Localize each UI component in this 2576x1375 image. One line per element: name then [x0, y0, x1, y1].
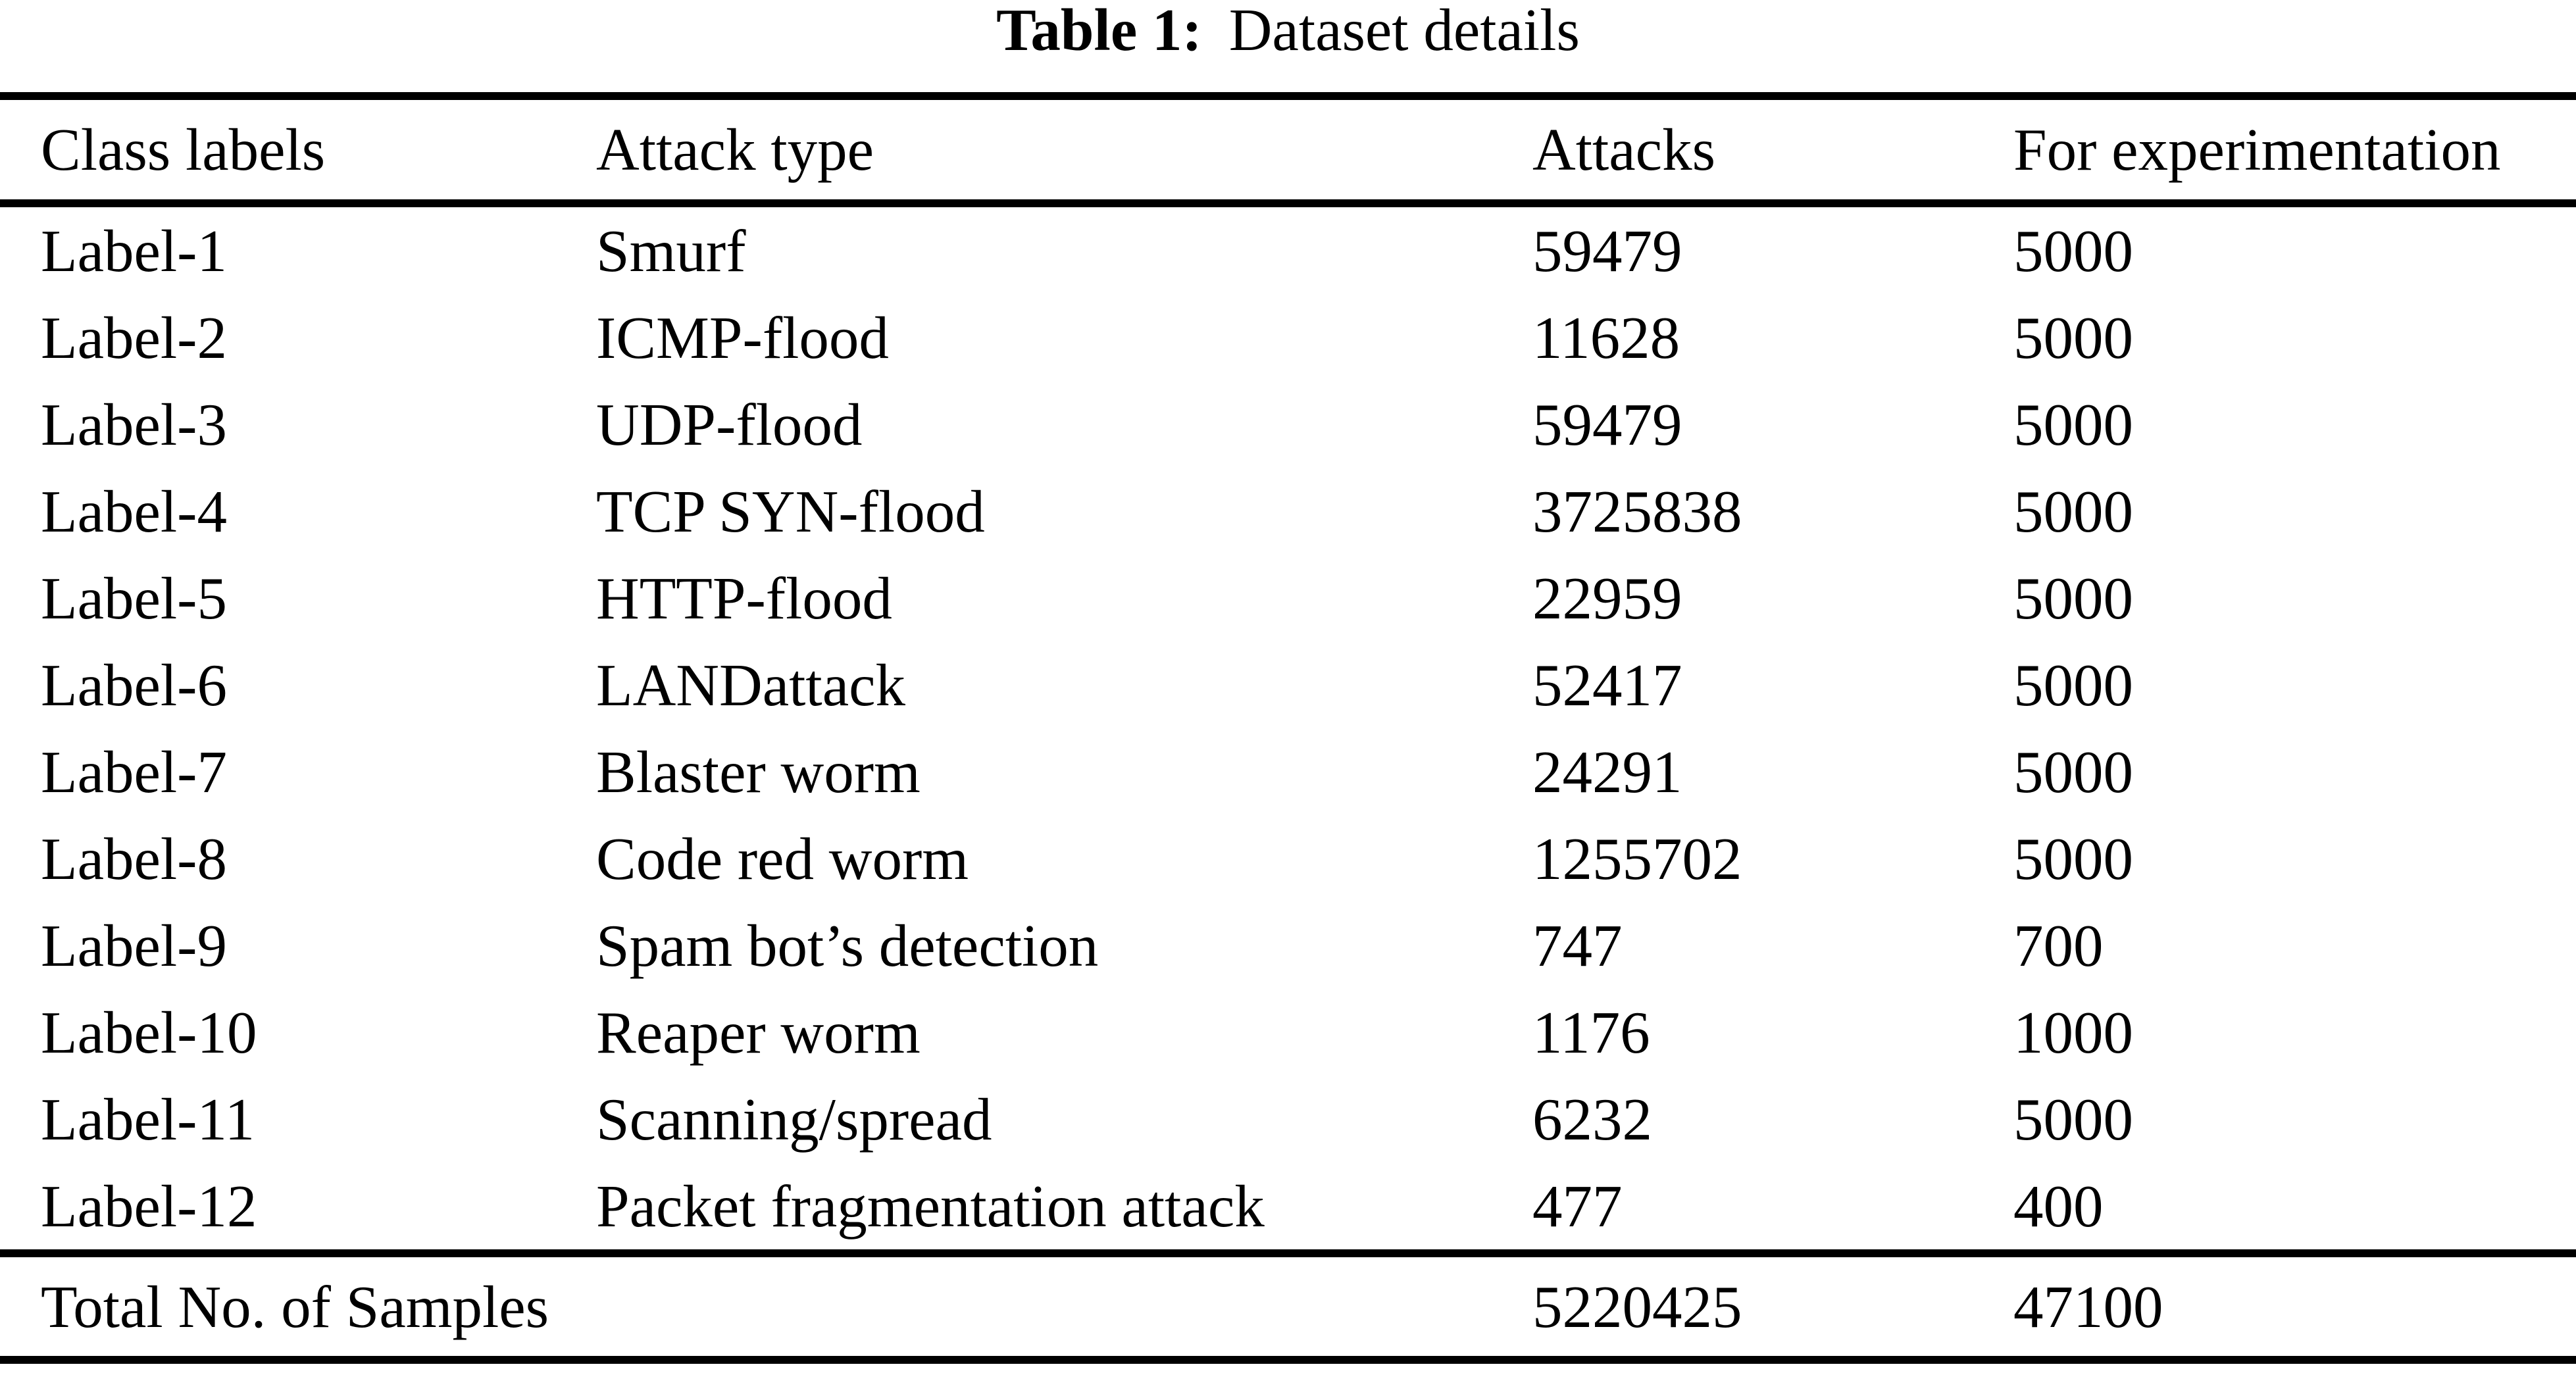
cell-for-experimentation: 5000 [2013, 217, 2133, 284]
table-top-rule [0, 92, 2576, 100]
column-header-attack-type: Attack type [596, 116, 874, 183]
cell-class-label: Label-8 [41, 825, 227, 892]
caption-label: Table 1: [996, 0, 1202, 63]
table-row: Label-12 Packet fragmentation attack 477… [0, 1162, 2576, 1249]
table-bottom-rule [0, 1356, 2576, 1364]
cell-attacks: 11628 [1532, 304, 1680, 371]
table-row: Label-10 Reaper worm 1176 1000 [0, 989, 2576, 1076]
column-header-attacks: Attacks [1532, 116, 1715, 183]
cell-attack-type: UDP-flood [596, 391, 863, 458]
cell-attack-type: TCP SYN-flood [596, 478, 985, 545]
table-row: Label-1 Smurf 59479 5000 [0, 207, 2576, 294]
cell-attacks: 22959 [1532, 564, 1682, 632]
cell-attack-type: Blaster worm [596, 738, 921, 805]
cell-attack-type: Scanning/spread [596, 1086, 992, 1153]
cell-class-label: Label-10 [41, 999, 257, 1066]
table-row: Label-6 LANDattack 52417 5000 [0, 641, 2576, 728]
cell-class-label: Label-3 [41, 391, 227, 458]
cell-attacks: 1176 [1532, 999, 1650, 1066]
table-row: Label-8 Code red worm 1255702 5000 [0, 815, 2576, 902]
table-row: Label-4 TCP SYN-flood 3725838 5000 [0, 468, 2576, 555]
total-label: Total No. of Samples [41, 1273, 549, 1340]
cell-for-experimentation: 5000 [2013, 651, 2133, 718]
table-row: Label-7 Blaster worm 24291 5000 [0, 728, 2576, 815]
cell-class-label: Label-9 [41, 912, 227, 979]
cell-attacks: 24291 [1532, 738, 1682, 805]
cell-attacks: 747 [1532, 912, 1623, 979]
cell-class-label: Label-4 [41, 478, 227, 545]
table-row: Label-2 ICMP-flood 11628 5000 [0, 294, 2576, 381]
cell-attacks: 6232 [1532, 1086, 1652, 1153]
cell-class-label: Label-6 [41, 651, 227, 718]
table-header-rule [0, 199, 2576, 207]
table-row: Label-3 UDP-flood 59479 5000 [0, 381, 2576, 468]
cell-attack-type: Packet fragmentation attack [596, 1172, 1265, 1239]
cell-attack-type: Reaper worm [596, 999, 921, 1066]
total-for-experimentation: 47100 [2013, 1273, 2163, 1340]
cell-for-experimentation: 5000 [2013, 391, 2133, 458]
cell-attacks: 3725838 [1532, 478, 1742, 545]
table-caption: Table 1: Dataset details [0, 0, 2576, 92]
cell-attack-type: HTTP-flood [596, 564, 892, 632]
cell-for-experimentation: 5000 [2013, 825, 2133, 892]
column-header-class-labels: Class labels [41, 116, 326, 183]
cell-attack-type: LANDattack [596, 651, 905, 718]
table-total-row: Total No. of Samples 5220425 47100 [0, 1257, 2576, 1356]
cell-attack-type: Smurf [596, 217, 746, 284]
table-row: Label-5 HTTP-flood 22959 5000 [0, 555, 2576, 641]
cell-for-experimentation: 5000 [2013, 1086, 2133, 1153]
cell-attack-type: ICMP-flood [596, 304, 889, 371]
cell-attacks: 477 [1532, 1172, 1623, 1239]
cell-for-experimentation: 400 [2013, 1172, 2104, 1239]
cell-for-experimentation: 1000 [2013, 999, 2133, 1066]
cell-class-label: Label-5 [41, 564, 227, 632]
cell-attacks: 59479 [1532, 217, 1682, 284]
cell-for-experimentation: 5000 [2013, 564, 2133, 632]
column-header-for-experimentation: For experimentation [2013, 116, 2501, 183]
caption-text: Dataset details [1228, 0, 1580, 63]
cell-attack-type: Spam bot’s detection [596, 912, 1099, 979]
cell-for-experimentation: 5000 [2013, 304, 2133, 371]
cell-attacks: 59479 [1532, 391, 1682, 458]
total-attacks: 5220425 [1532, 1273, 1742, 1340]
cell-for-experimentation: 700 [2013, 912, 2104, 979]
cell-class-label: Label-2 [41, 304, 227, 371]
cell-attacks: 1255702 [1532, 825, 1742, 892]
cell-class-label: Label-1 [41, 217, 227, 284]
table-total-rule [0, 1249, 2576, 1257]
cell-class-label: Label-11 [41, 1086, 255, 1153]
table-row: Label-11 Scanning/spread 6232 5000 [0, 1076, 2576, 1162]
cell-for-experimentation: 5000 [2013, 738, 2133, 805]
cell-attacks: 52417 [1532, 651, 1682, 718]
cell-class-label: Label-7 [41, 738, 227, 805]
cell-class-label: Label-12 [41, 1172, 257, 1239]
cell-attack-type: Code red worm [596, 825, 969, 892]
table-header-row: Class labels Attack type Attacks For exp… [0, 100, 2576, 199]
table-row: Label-9 Spam bot’s detection 747 700 [0, 902, 2576, 989]
cell-for-experimentation: 5000 [2013, 478, 2133, 545]
